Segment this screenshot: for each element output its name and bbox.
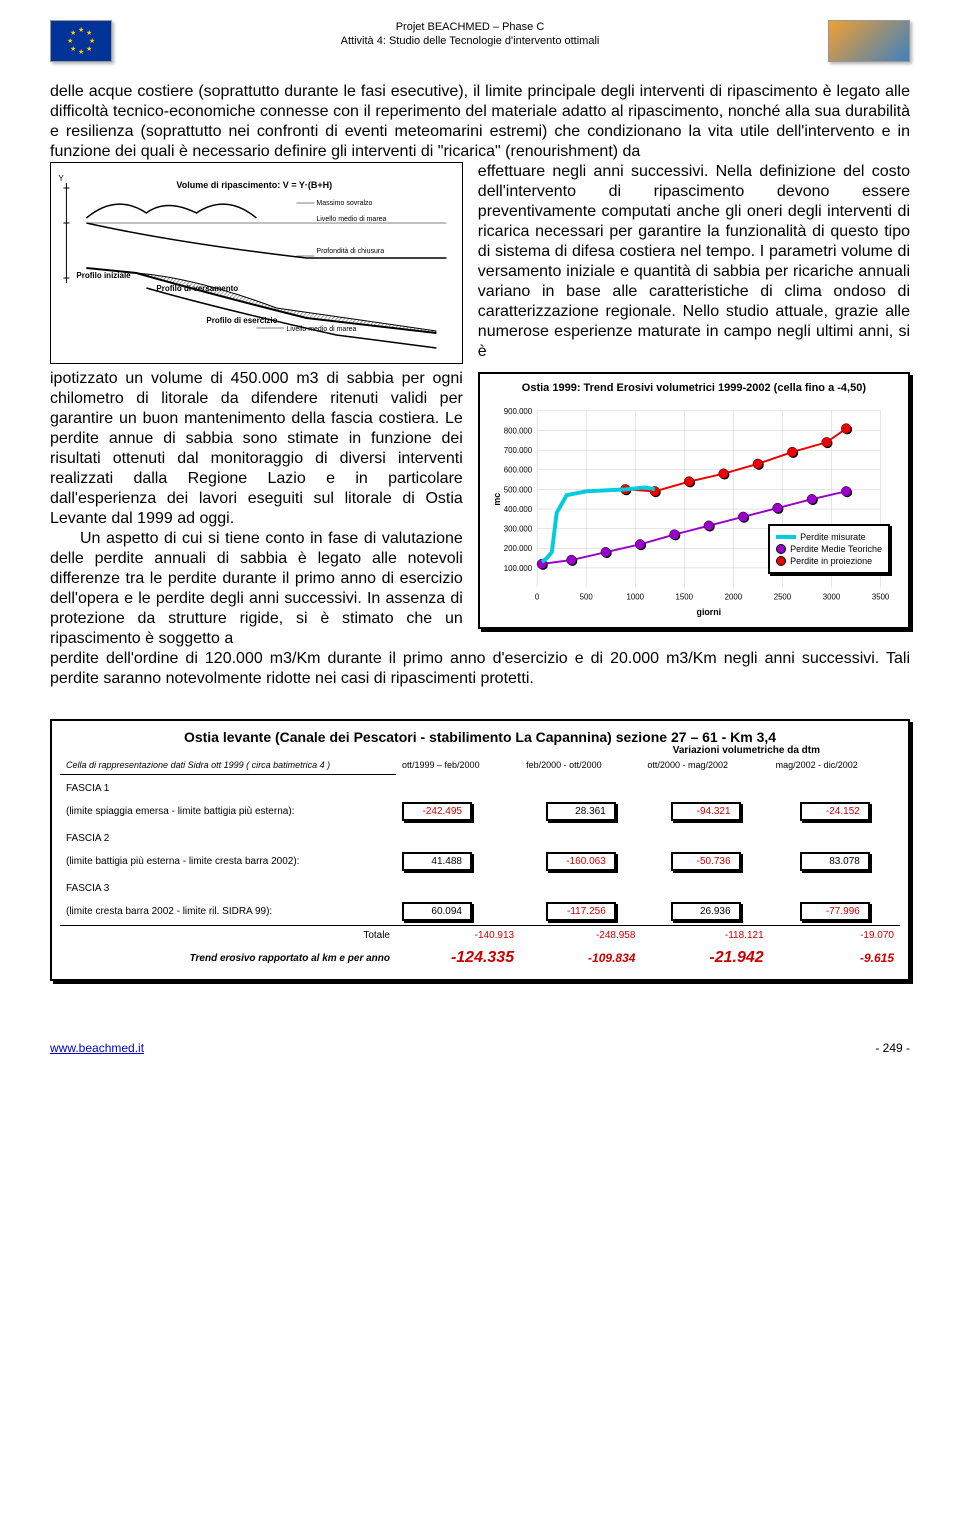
fascia2-row: (limite battigia più esterna - limite cr…: [60, 848, 900, 875]
page-header: ★ ★ ★ ★ ★ ★ ★ ★ Projet BEACHMED – Phase …: [50, 20, 910, 62]
trend-row: Trend erosivo rapportato al km e per ann…: [60, 945, 900, 971]
body-paragraph-bottom: perdite dell'ordine di 120.000 m3/Km dur…: [50, 649, 910, 689]
page-number: - 249 -: [875, 1041, 910, 1055]
svg-text:Livello medio di marea: Livello medio di marea: [316, 216, 386, 223]
svg-text:600.000: 600.000: [504, 466, 533, 475]
chart-title: Ostia 1999: Trend Erosivi volumetrici 19…: [488, 382, 900, 394]
cella-label: Cella di rappresentazione dati Sidra ott…: [60, 756, 396, 775]
body-paragraph-top: delle acque costiere (soprattutto durant…: [50, 82, 910, 162]
legend-proiezione: Perdite in proiezione: [790, 556, 872, 566]
chart-svg: 100.000 200.000 300.000 400.000 500.000 600.0…: [488, 399, 900, 619]
fascia1-row: (limite spiaggia emersa - limite battigi…: [60, 798, 900, 825]
svg-text:Profilo di esercizio: Profilo di esercizio: [206, 316, 277, 325]
chart-legend: Perdite misurate Perdite Medie Teoriche …: [768, 524, 890, 574]
svg-text:100.000: 100.000: [504, 564, 533, 573]
svg-text:2500: 2500: [774, 592, 792, 601]
svg-text:1500: 1500: [675, 592, 693, 601]
diagram-formula: Volume di ripascimento: V = Y·(B+H): [176, 180, 332, 190]
svg-text:Y: Y: [58, 174, 64, 183]
col-header-1: feb/2000 - ott/2000: [520, 756, 641, 775]
svg-text:800.000: 800.000: [504, 426, 533, 435]
col-header-3: mag/2002 - dic/2002: [770, 756, 900, 775]
header-line2: Attività 4: Studio delle Tecnologie d'in…: [341, 34, 600, 48]
svg-text:Massimo sovralzo: Massimo sovralzo: [316, 200, 372, 207]
svg-text:500.000: 500.000: [504, 485, 533, 494]
svg-text:400.000: 400.000: [504, 505, 533, 514]
svg-text:giorni: giorni: [696, 607, 721, 617]
fascia1-label: FASCIA 1: [60, 775, 900, 799]
svg-text:700.000: 700.000: [504, 446, 533, 455]
fascia3-label: FASCIA 3: [60, 875, 900, 898]
table-title: Ostia levante (Canale dei Pescatori - st…: [60, 729, 900, 745]
svg-text:3500: 3500: [872, 592, 890, 601]
svg-text:3000: 3000: [823, 592, 841, 601]
trend-erosivi-chart: Ostia 1999: Trend Erosivi volumetrici 19…: [478, 372, 910, 629]
svg-text:500: 500: [579, 592, 593, 601]
body-paragraph-left2: Un aspetto di cui si tiene conto in fase…: [50, 529, 463, 649]
svg-text:200.000: 200.000: [504, 544, 533, 553]
svg-text:1000: 1000: [626, 592, 644, 601]
svg-text:900.000: 900.000: [504, 407, 533, 416]
header-line1: Projet BEACHMED – Phase C: [341, 20, 600, 34]
header-title: Projet BEACHMED – Phase C Attività 4: St…: [341, 20, 600, 49]
volumetric-table: Ostia levante (Canale dei Pescatori - st…: [50, 719, 910, 981]
legend-teoriche: Perdite Medie Teoriche: [790, 544, 882, 554]
svg-text:2000: 2000: [724, 592, 742, 601]
beachmed-logo: [828, 20, 910, 62]
page-footer: www.beachmed.it - 249 -: [50, 1041, 910, 1055]
svg-text:300.000: 300.000: [504, 525, 533, 534]
svg-text:0: 0: [535, 592, 540, 601]
ripascimento-diagram: Y Volume di ripascimento: V = Y·(B+H) Ma…: [50, 162, 463, 364]
footer-url[interactable]: www.beachmed.it: [50, 1041, 144, 1055]
body-paragraph-right: effettuare negli anni successivi. Nella …: [478, 162, 910, 362]
svg-text:Livello medio di marea: Livello medio di marea: [286, 326, 356, 333]
svg-text:mc: mc: [492, 493, 502, 506]
col-header-0: ott/1999 – feb/2000: [396, 756, 520, 775]
svg-text:Profondità di chiusura: Profondità di chiusura: [316, 248, 384, 255]
col-header-2: ott/2000 - mag/2002: [641, 756, 769, 775]
body-paragraph-left: ipotizzato un volume di 450.000 m3 di sa…: [50, 369, 463, 529]
eu-flag-icon: ★ ★ ★ ★ ★ ★ ★ ★: [50, 20, 112, 62]
fascia3-row: (limite cresta barra 2002 - limite ril. …: [60, 898, 900, 926]
legend-misurate: Perdite misurate: [800, 532, 866, 542]
fascia2-label: FASCIA 2: [60, 825, 900, 848]
totale-row: Totale -140.913 -248.958 -118.121 -19.07…: [60, 926, 900, 946]
table-subtitle: Variazioni volumetriche da dtm: [60, 745, 820, 756]
